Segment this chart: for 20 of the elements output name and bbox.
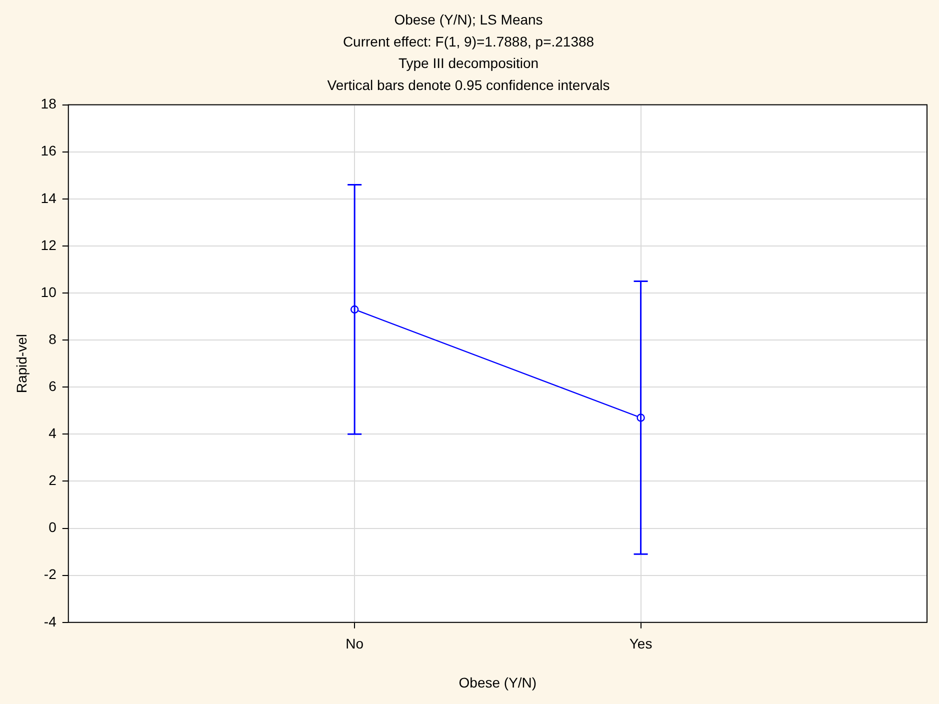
x-tick-label: No: [346, 636, 364, 652]
y-tick-label: 4: [48, 425, 57, 442]
y-tick-label: 10: [40, 284, 57, 300]
y-tick-label: 18: [40, 96, 57, 112]
y-tick-label: 14: [40, 190, 57, 206]
y-tick-label: 16: [40, 142, 57, 159]
x-axis-title: Obese (Y/N): [458, 674, 537, 690]
y-tick-label: 0: [48, 519, 57, 536]
y-tick-label: 6: [48, 378, 57, 394]
y-tick-label: 12: [40, 236, 57, 253]
x-tick-label: Yes: [629, 636, 652, 652]
chart-title: Obese (Y/N); LS Means: [394, 12, 543, 28]
y-tick-label: -4: [44, 613, 57, 630]
y-tick-label: -2: [44, 566, 57, 582]
chart-subtitle: Current effect: F(1, 9)=1.7888, p=.21388: [342, 33, 594, 50]
y-tick-label: 8: [48, 330, 57, 347]
text: Type III decomposition: [398, 55, 539, 72]
text: Vertical bars denote 0.95 confidence intervals: [327, 76, 610, 93]
y-axis-title: Rapid-vel: [13, 334, 30, 394]
y-tick-label: 2: [48, 472, 57, 488]
